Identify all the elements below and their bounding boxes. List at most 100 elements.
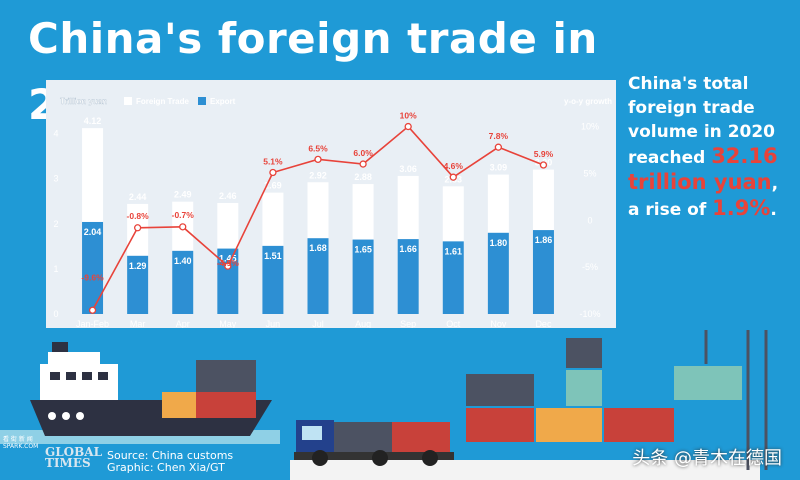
label-foreign-trade: 2.46: [219, 191, 237, 201]
page-title: China's foreign trade in 2020: [28, 14, 598, 129]
source-credit: Source: China customs Graphic: Chen Xia/…: [107, 450, 233, 474]
growth-point: [314, 155, 322, 164]
bar-export: [487, 232, 509, 314]
summary-line: a rise of 1.9%.: [628, 196, 798, 222]
label-export: 1.86: [535, 235, 553, 245]
summary-line: trillion yuan,: [628, 170, 798, 196]
label-export: 1.65: [354, 245, 372, 255]
port-illustration: [0, 330, 768, 480]
y-tick-left: 0: [53, 309, 58, 319]
legend-swatch-foreign-trade: [124, 97, 132, 105]
summary-line-text: reached: [628, 148, 712, 168]
y-tick-left: 4: [53, 129, 58, 139]
bar-export: [172, 250, 194, 314]
summary-punct: .: [770, 200, 777, 220]
summary-punct: ,: [771, 174, 779, 194]
growth-point: [539, 161, 548, 169]
label-export: 1.51: [264, 251, 282, 261]
ground: [290, 460, 760, 480]
label-export: 2.04: [84, 227, 102, 237]
summary-line: volume in 2020: [628, 122, 776, 142]
growth-label: -9.6%: [81, 272, 104, 282]
source-text: Source: China customs: [107, 449, 234, 462]
containers-icon: [466, 338, 742, 442]
growth-point: [494, 143, 503, 151]
growth-point: [88, 306, 97, 314]
growth-label: 4.6%: [444, 161, 464, 171]
watermark: 头条 @青木在德国: [632, 448, 782, 469]
y-tick-left: 2: [53, 219, 58, 229]
legend-label-foreign-trade: Foreign Trade: [136, 97, 189, 106]
summary-line: China's total: [628, 74, 749, 94]
x-tick-label: Jul: [312, 319, 324, 328]
bar-export: [307, 238, 329, 314]
label-export: 1.80: [490, 238, 508, 248]
label-foreign-trade: 2.69: [264, 181, 282, 191]
x-tick-label: Apr: [176, 319, 190, 328]
x-tick-label: Aug: [355, 319, 371, 328]
growth-label: 6.0%: [353, 148, 373, 158]
logo-line: GLOBAL: [45, 445, 103, 459]
spark-logo-bottom: SPARK.COM: [3, 443, 39, 450]
growth-label: 6.5%: [308, 143, 328, 153]
x-tick-label: Sep: [400, 319, 416, 328]
bar-export: [532, 230, 554, 314]
chart-panel: Trillion yuan Foreign Trade Export y-o-y gr…: [46, 80, 616, 329]
growth-label: 5.9%: [534, 149, 554, 159]
label-foreign-trade: 2.92: [309, 170, 327, 180]
summary-text: China's total foreign trade volume in 20…: [628, 72, 798, 222]
x-tick-label: Mar: [130, 319, 146, 328]
growth-point: [269, 168, 277, 177]
summary-line-text: a rise of: [628, 200, 713, 220]
y-tick-right: 0: [587, 215, 592, 225]
growth-point: [133, 224, 142, 232]
y-tick-right: -5%: [582, 262, 598, 272]
growth-point: [179, 223, 187, 231]
label-foreign-trade: 2.49: [174, 190, 192, 200]
growth-label: 5.1%: [263, 156, 283, 166]
x-tick-label: Nov: [490, 319, 507, 328]
x-tick-label: Oct: [446, 319, 461, 328]
y-tick-left: 3: [53, 174, 58, 184]
y-axis-right-title: y-o-y growth: [564, 97, 612, 106]
x-tick-label: Dec: [535, 319, 552, 328]
bar-export: [262, 245, 284, 314]
label-foreign-trade: 2.44: [129, 192, 147, 202]
bar-export: [127, 255, 149, 314]
graphic-credit: Graphic: Chen Xia/GT: [107, 461, 225, 474]
bar-export: [82, 221, 104, 314]
x-tick-label: May: [219, 319, 237, 328]
logo-line: TIMES: [45, 456, 91, 470]
legend-label-export: Export: [210, 97, 236, 106]
legend-swatch-export: [198, 97, 206, 105]
y-tick-left: 1: [53, 264, 58, 274]
y-tick-right: -10%: [579, 309, 600, 319]
growth-point: [359, 160, 367, 168]
label-export: 1.68: [309, 243, 327, 253]
x-tick-label: Jun: [266, 319, 281, 328]
label-foreign-trade: 2.88: [354, 172, 372, 182]
spark-logo: 看 街 新 闻 SPARK.COM: [3, 436, 38, 450]
growth-label: -0.8%: [127, 211, 150, 221]
growth-point: [404, 122, 412, 131]
summary-unit: trillion yuan: [628, 170, 772, 194]
bar-export: [352, 239, 374, 314]
bar-export: [397, 239, 419, 314]
bar-export: [217, 248, 239, 314]
summary-line: foreign trade: [628, 98, 755, 118]
label-export: 1.66: [399, 244, 417, 254]
label-foreign-trade: 4.12: [84, 116, 102, 126]
label-export: 1.29: [129, 261, 147, 271]
truck-icon: [294, 420, 454, 466]
bar-export: [442, 241, 464, 314]
x-tick-label: Jan-Feb: [76, 319, 109, 328]
y-tick-right: 5%: [583, 168, 596, 178]
y-axis-left-title: Trillion yuan: [60, 97, 107, 106]
label-export: 1.61: [445, 246, 463, 256]
ship-icon: [30, 342, 272, 436]
global-times-logo: GLOBAL TIMES: [45, 445, 103, 470]
spark-logo-top: 看 街 新 闻: [3, 436, 33, 443]
summary-growth-value: 1.9%: [712, 196, 771, 220]
label-export: 1.45: [219, 254, 237, 264]
label-export: 1.40: [174, 256, 192, 266]
